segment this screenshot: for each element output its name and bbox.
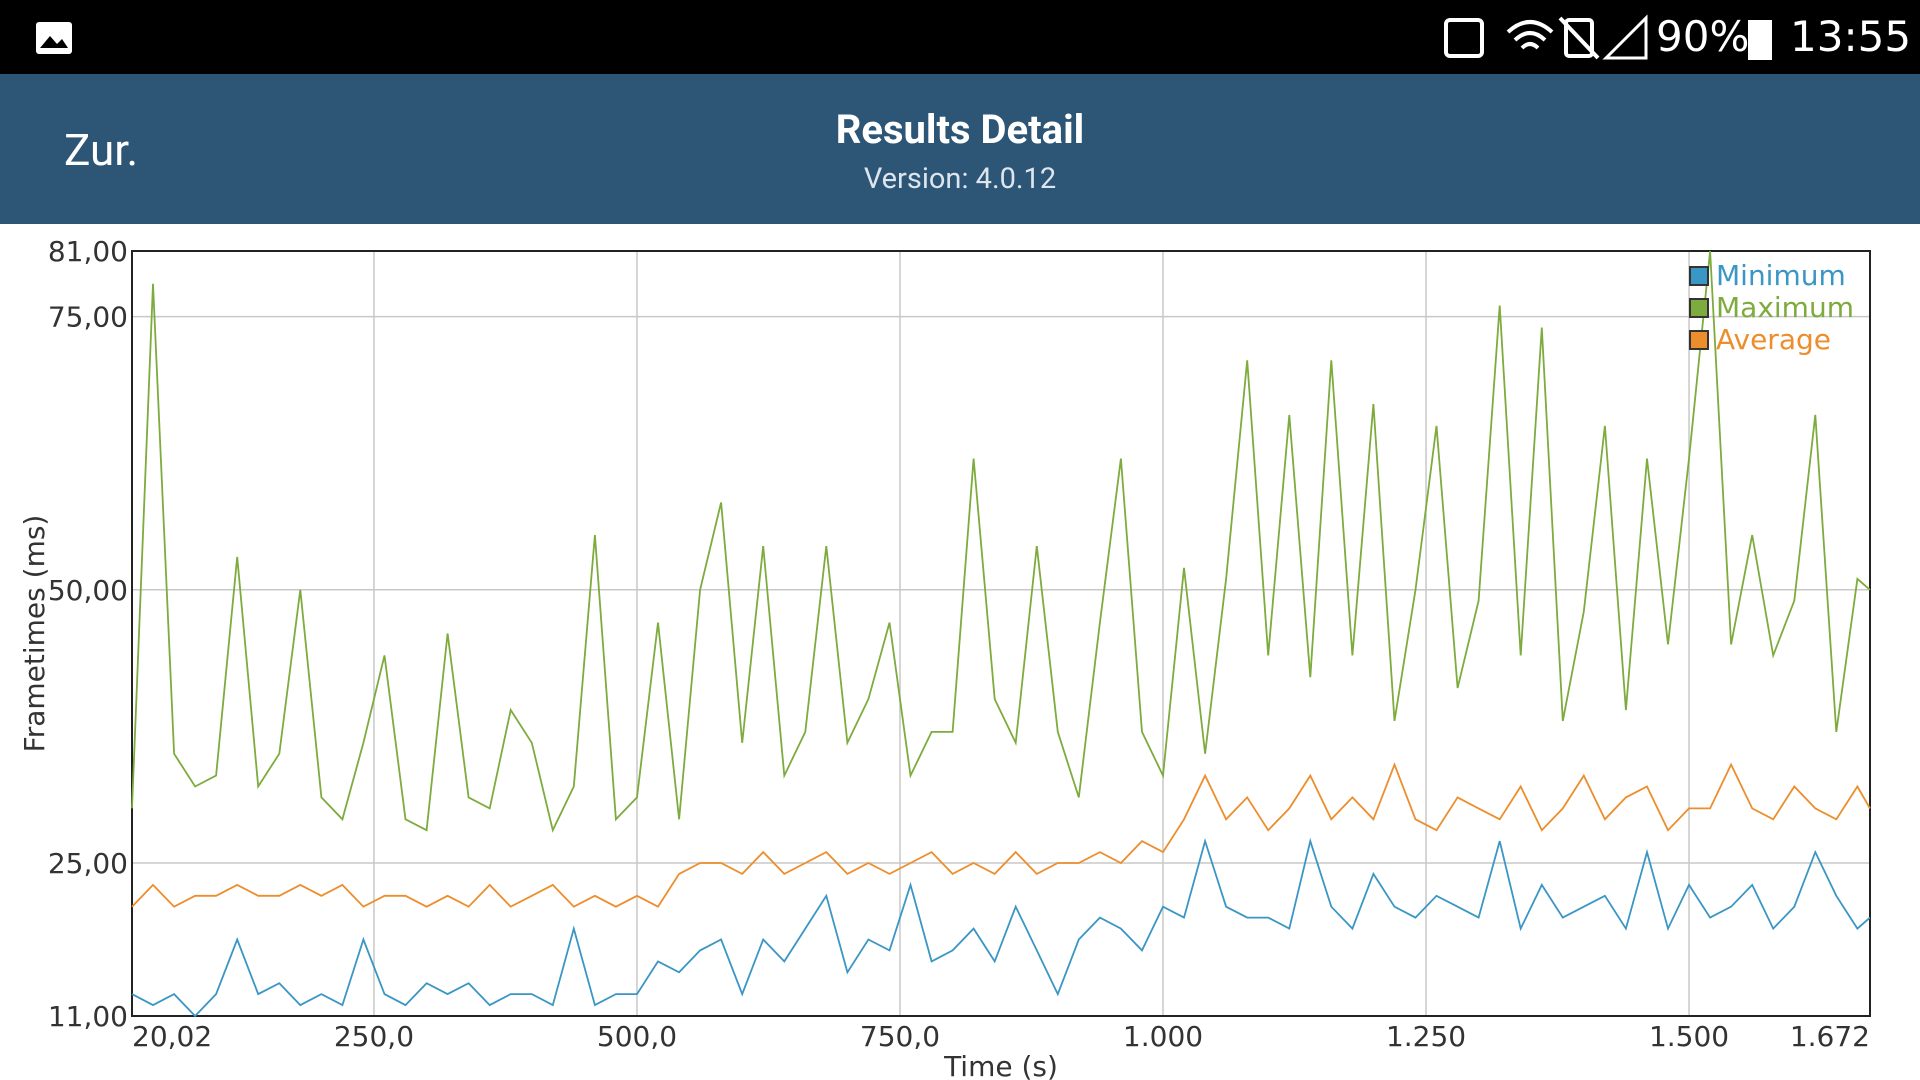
legend-label: Average — [1716, 323, 1831, 356]
chart: 11,00 25,00 50,00 75,00 81,00 20,02 250,0 500,0… — [18, 235, 1871, 1080]
back-button[interactable]: Zur. — [64, 124, 139, 176]
y-tick-label: 50,00 — [48, 574, 128, 607]
clock: 13:55 — [1790, 12, 1912, 61]
series-line — [131, 762, 1871, 908]
y-tick-label: 11,00 — [48, 1000, 128, 1033]
wifi-icon — [1506, 20, 1554, 50]
series-line — [131, 250, 1871, 833]
legend-label: Minimum — [1716, 259, 1846, 292]
y-tick-label: 81,00 — [48, 235, 128, 268]
y-tick-label: 75,00 — [48, 301, 128, 334]
x-tick-label: 500,0 — [597, 1020, 677, 1053]
y-axis-title: Frametimes (ms) — [18, 515, 51, 753]
battery-icon — [1748, 20, 1772, 60]
gallery-icon — [36, 22, 72, 54]
legend-swatch — [1689, 330, 1709, 350]
gallery-glyph — [40, 36, 68, 48]
series-line — [131, 837, 1871, 1018]
legend-label: Maximum — [1716, 291, 1854, 324]
legend-swatch — [1689, 298, 1709, 318]
x-tick-label: 750,0 — [860, 1020, 940, 1053]
sim-icon — [1564, 18, 1594, 58]
status-bar: 90% 13:55 — [0, 0, 1920, 74]
x-tick-label: 1.500 — [1649, 1020, 1729, 1053]
x-tick-label: 1.672 — [1790, 1020, 1870, 1053]
sim-slash — [1558, 16, 1600, 60]
app-bar: Zur. Results Detail Version: 4.0.12 — [0, 74, 1920, 224]
plot-frame — [131, 250, 1871, 1017]
signal-icon — [1602, 14, 1648, 60]
x-tick-label: 20,02 — [132, 1020, 212, 1053]
y-tick-label: 25,00 — [48, 847, 128, 880]
x-tick-label: 1.250 — [1386, 1020, 1466, 1053]
x-tick-label: 1.000 — [1123, 1020, 1203, 1053]
battery-text: 90% — [1656, 12, 1750, 61]
x-tick-label: 250,0 — [334, 1020, 414, 1053]
legend-swatch — [1689, 266, 1709, 286]
title: Results Detail — [835, 106, 1085, 153]
subtitle: Version: 4.0.12 — [863, 162, 1057, 196]
nfc-icon — [1444, 18, 1484, 58]
status-icons — [36, 14, 1772, 60]
x-axis-title: Time (s) — [943, 1050, 1058, 1080]
